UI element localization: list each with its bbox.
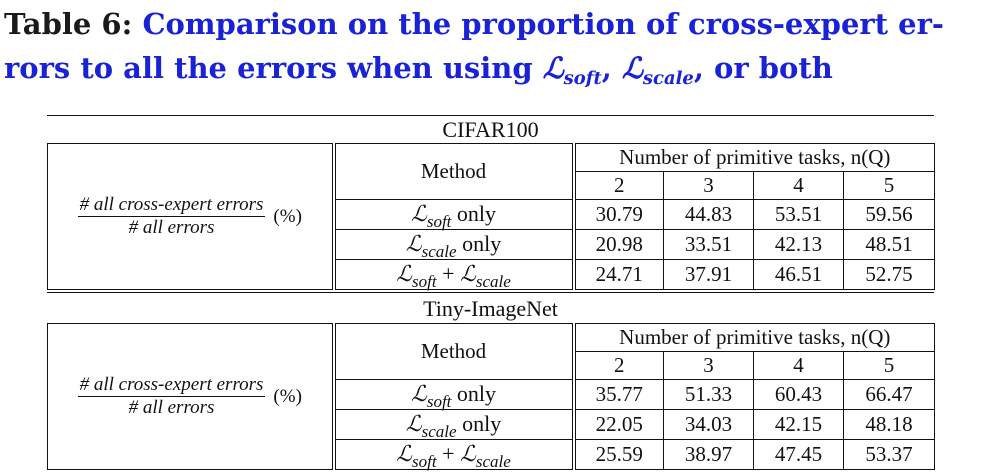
loss-symbol: ℒ [396,442,413,467]
loss-symbol: ℒ [405,412,422,437]
value-cell: 48.51 [842,229,936,260]
results-table-cifar100: # all cross-expert errors # all errors (%)… [47,143,936,291]
method-cell: ℒsoft only [333,379,576,411]
value-cell: 59.56 [842,199,936,230]
caption-label: Table 6: [4,7,133,41]
metric-numerator: # all cross-expert errors [77,194,266,217]
value-cell: 42.15 [753,409,844,440]
metric-denominator: # all errors [128,217,215,238]
loss-subscript: scale [475,452,511,471]
method-cell: ℒsoft + ℒscale [333,259,576,291]
loss-symbol: ℒ [396,262,413,287]
caption-sep: , [601,51,612,85]
loss-subscript: soft [426,392,452,411]
value-cell: 34.03 [663,409,754,440]
section-title-cifar100: CIFAR100 [442,117,539,142]
n-value-header: 3 [663,351,754,380]
value-cell: 48.18 [842,409,936,440]
n-value-header: 5 [842,351,936,380]
value-cell: 20.98 [573,229,664,260]
loss-scale-subscript: scale [642,68,694,90]
n-value-header: 3 [663,171,754,200]
loss-symbol: ℒ [405,232,422,257]
value-cell: 66.47 [842,379,936,410]
loss-subscript: scale [421,242,457,261]
method-suffix: only [462,231,502,256]
loss-subscript: scale [421,422,457,441]
loss-subscript: scale [475,272,511,291]
plus-sign: + [442,261,455,286]
plus-sign: + [442,441,455,466]
loss-symbol: ℒ [460,442,476,467]
value-cell: 51.33 [663,379,754,410]
section-title-tiny-imagenet: Tiny-ImageNet [423,296,558,321]
n-value-header: 5 [842,171,936,200]
tasks-header: Number of primitive tasks, n(Q) [572,323,936,352]
value-cell: 52.75 [842,259,936,290]
tasks-header: Number of primitive tasks, n(Q) [572,143,936,172]
n-value-header: 4 [753,171,844,200]
loss-symbol: ℒ [410,202,427,227]
value-cell: 30.79 [573,199,664,230]
value-cell: 46.51 [753,259,844,290]
method-cell: ℒscale only [333,409,576,441]
table-row: ℒscale only 20.98 33.51 42.13 48.51 [48,229,936,261]
results-table-tiny-imagenet: # all cross-expert errors # all errors (%)… [47,323,936,471]
caption-text-a: Comparison on the proportion of cross-ex… [4,7,944,85]
metric-unit: (%) [273,386,302,407]
method-header: Method [333,323,576,380]
value-cell: 60.43 [753,379,844,410]
value-cell: 44.83 [663,199,754,230]
table-row: ℒsoft + ℒscale 24.71 37.91 46.51 52.75 [48,259,936,291]
value-cell: 35.77 [573,379,664,410]
value-cell: 22.05 [573,409,664,440]
n-value-header: 2 [573,351,664,380]
loss-symbol: ℒ [460,262,476,287]
loss-subscript: soft [426,212,452,231]
method-header: Method [333,143,576,200]
value-cell: 25.59 [573,439,664,470]
loss-symbol: ℒ [622,51,643,85]
loss-subscript: soft [412,452,437,471]
table-row: ℒscale only 22.05 34.03 42.15 48.18 [48,409,936,441]
value-cell: 42.13 [753,229,844,260]
metric-cell: # all cross-expert errors # all errors (%) [47,323,336,470]
loss-soft-subscript: soft [563,68,602,90]
table-row: ℒsoft only 35.77 51.33 60.43 66.47 [48,379,936,411]
method-cell: ℒscale only [333,229,576,261]
value-cell: 53.37 [842,439,936,470]
value-cell: 24.71 [573,259,664,290]
n-value-header: 4 [753,351,844,380]
metric-numerator: # all cross-expert errors [77,374,266,397]
value-cell: 38.97 [663,439,754,470]
section-top-rule [47,115,934,116]
loss-subscript: soft [412,272,437,291]
metric-cell: # all cross-expert errors # all errors (%) [47,143,336,290]
value-cell: 33.51 [663,229,754,260]
table-caption: Table 6: Comparison on the proportion of… [4,2,982,95]
n-value-header: 2 [573,171,664,200]
table-row: ℒsoft only 30.79 44.83 53.51 59.56 [48,199,936,231]
method-suffix: only [456,201,497,226]
method-suffix: only [462,411,502,436]
caption-text: Comparison on the proportion of cross-ex… [4,7,944,89]
loss-symbol: ℒ [542,51,564,85]
value-cell: 53.51 [753,199,844,230]
method-cell: ℒsoft only [333,199,576,231]
value-cell: 47.45 [753,439,844,470]
metric-unit: (%) [273,206,302,227]
caption-text-b: , or both [693,51,833,85]
method-cell: ℒsoft + ℒscale [333,439,576,471]
loss-symbol: ℒ [410,382,427,407]
section-top-rule [47,292,934,293]
metric-fraction: # all cross-expert errors # all errors [77,374,266,419]
metric-denominator: # all errors [128,397,215,418]
method-suffix: only [456,381,497,406]
value-cell: 37.91 [663,259,754,290]
metric-fraction: # all cross-expert errors # all errors [77,194,266,239]
table-row: ℒsoft + ℒscale 25.59 38.97 47.45 53.37 [48,439,936,471]
